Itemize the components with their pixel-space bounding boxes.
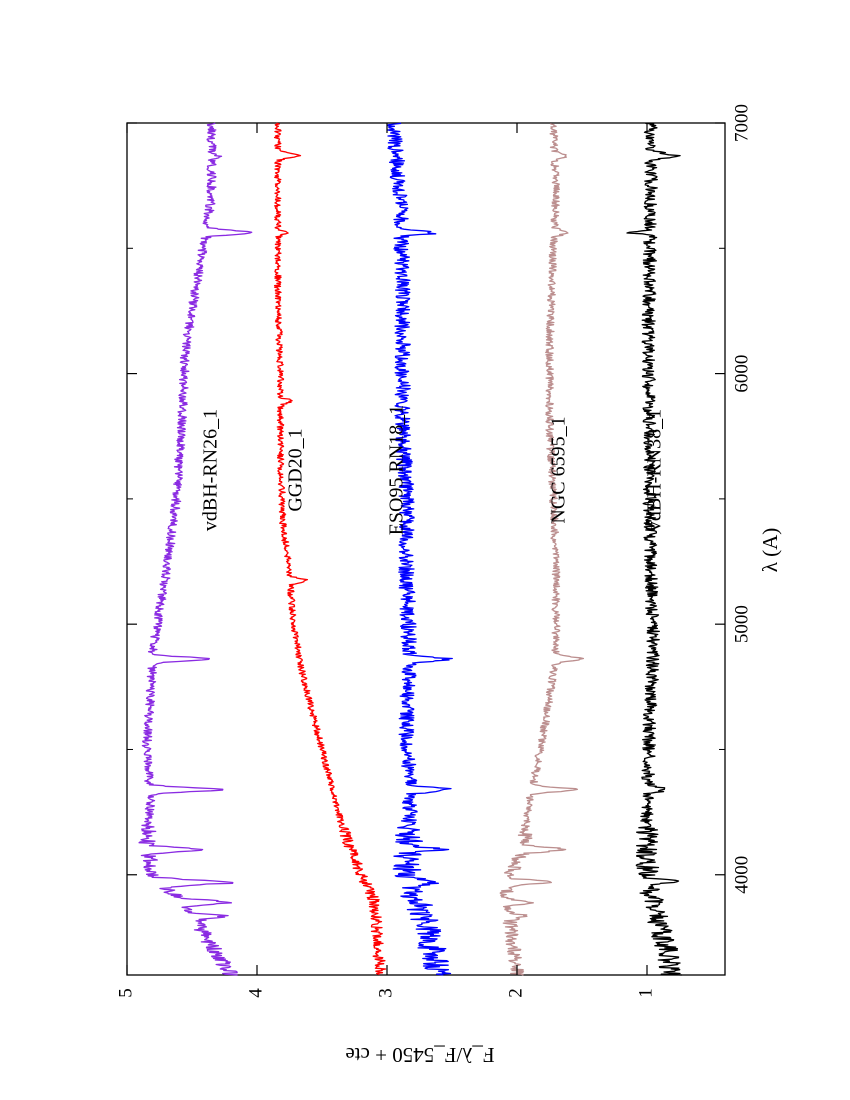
series-line xyxy=(626,122,683,976)
plot-frame xyxy=(126,122,726,976)
series-label: GGD20_1 xyxy=(285,428,307,511)
y-tick-label: 1 xyxy=(635,988,656,998)
series-line xyxy=(386,122,453,976)
series-line xyxy=(138,122,253,976)
series-layer xyxy=(138,122,683,976)
x-tick-label: 6000 xyxy=(731,355,752,393)
x-axis-title: λ (A) xyxy=(758,528,782,573)
x-tick-label: 7000 xyxy=(731,104,752,142)
series-label: NGC 6595_1 xyxy=(548,416,570,523)
x-tick-label: 5000 xyxy=(731,605,752,643)
label-layer: λ (A) F_λ/F_5450 + cte vdBH-RN26_1 GGD20_1 E… xyxy=(200,405,782,1067)
series-label: vdBH-RN26_1 xyxy=(200,409,222,531)
y-tick-label: 3 xyxy=(375,988,396,998)
plot-frame-layer xyxy=(126,122,726,976)
x-tick-label: 4000 xyxy=(731,856,752,894)
y-tick-label: 4 xyxy=(245,988,266,998)
series-line xyxy=(273,122,387,976)
series-label: ESO95 RN18_1 xyxy=(386,405,408,536)
tick-layer: 4000 5000 6000 7000 1 2 3 4 5 xyxy=(115,104,752,998)
series-label: vdBH-RN38_1 xyxy=(644,409,666,531)
series-line xyxy=(499,122,585,976)
y-tick-label: 2 xyxy=(505,988,526,998)
y-axis-title: F_λ/F_5450 + cte xyxy=(345,1043,494,1067)
y-tick-label: 5 xyxy=(115,988,136,998)
